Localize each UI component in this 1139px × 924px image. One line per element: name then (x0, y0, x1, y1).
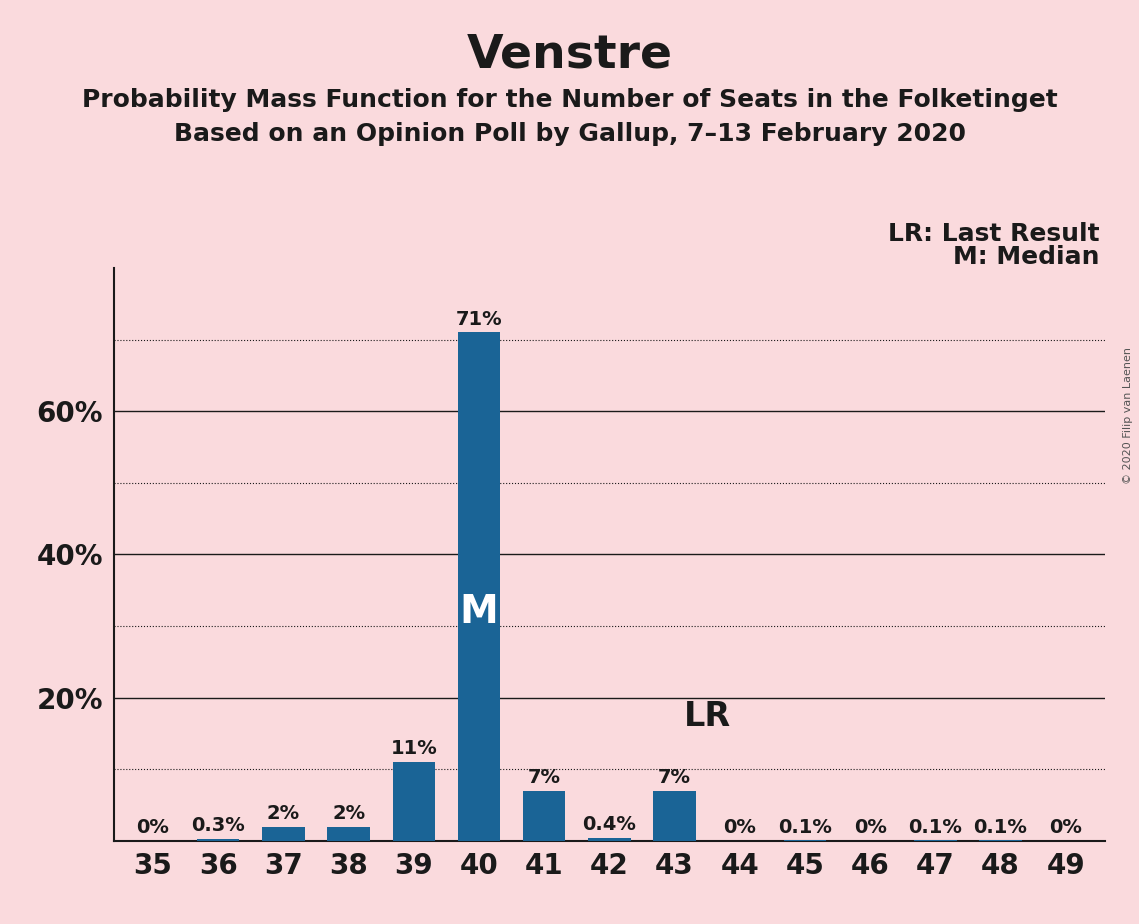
Text: © 2020 Filip van Laenen: © 2020 Filip van Laenen (1123, 347, 1133, 484)
Bar (654, 791, 696, 841)
Text: 11%: 11% (391, 739, 437, 759)
Text: 0.4%: 0.4% (582, 815, 637, 834)
Bar (588, 838, 631, 841)
Text: LR: Last Result: LR: Last Result (888, 222, 1100, 246)
Text: 0%: 0% (137, 819, 170, 837)
Text: M: M (460, 593, 499, 631)
Bar (197, 839, 239, 841)
Text: Venstre: Venstre (467, 32, 672, 78)
Bar (393, 762, 435, 841)
Text: Based on an Opinion Poll by Gallup, 7–13 February 2020: Based on an Opinion Poll by Gallup, 7–13… (173, 122, 966, 146)
Text: Probability Mass Function for the Number of Seats in the Folketinget: Probability Mass Function for the Number… (82, 88, 1057, 112)
Text: 7%: 7% (527, 768, 560, 787)
Text: 0%: 0% (1049, 819, 1082, 837)
Text: 0.1%: 0.1% (909, 818, 962, 836)
Bar (262, 826, 304, 841)
Bar (327, 826, 370, 841)
Bar (458, 333, 500, 841)
Text: 0.3%: 0.3% (191, 816, 245, 835)
Text: 0.1%: 0.1% (974, 818, 1027, 836)
Text: 71%: 71% (456, 310, 502, 329)
Text: 0%: 0% (723, 819, 756, 837)
Text: LR: LR (683, 700, 731, 734)
Text: 2%: 2% (333, 804, 366, 823)
Text: 2%: 2% (267, 804, 300, 823)
Text: 0%: 0% (854, 819, 886, 837)
Text: M: Median: M: Median (953, 245, 1100, 269)
Text: 0.1%: 0.1% (778, 818, 831, 836)
Text: 7%: 7% (658, 768, 691, 787)
Bar (523, 791, 565, 841)
